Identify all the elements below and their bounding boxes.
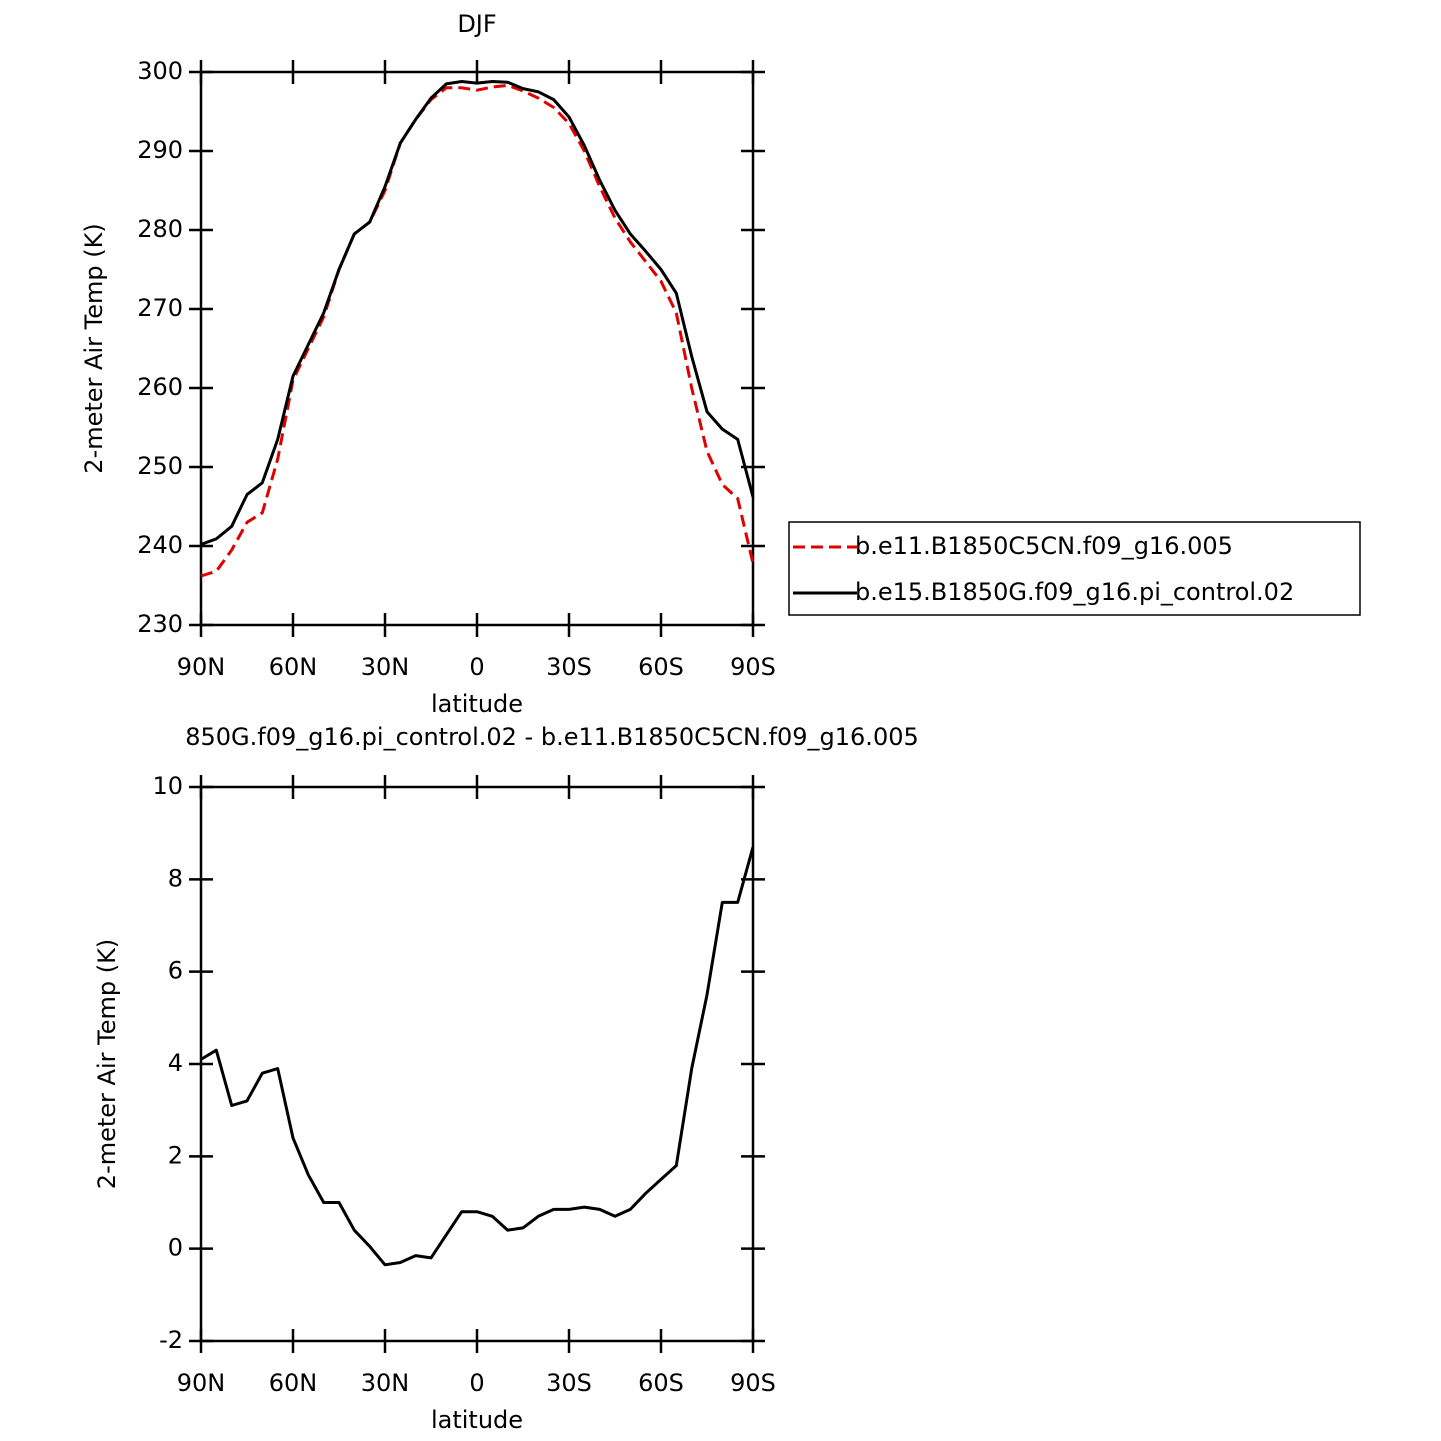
- y-axis-label: 2-meter Air Temp (K): [93, 939, 121, 1189]
- y-tick-label: 250: [137, 452, 183, 480]
- x-tick-label: 60N: [269, 653, 318, 681]
- x-tick-label: 0: [469, 1369, 484, 1397]
- x-tick-label: 30N: [361, 653, 410, 681]
- plot-frame: [199, 785, 755, 1343]
- x-tick-label: 90N: [177, 653, 226, 681]
- x-tick-label: 60S: [638, 653, 684, 681]
- y-tick-label: 300: [137, 57, 183, 85]
- x-tick-label: 0: [469, 653, 484, 681]
- x-axis-label: latitude: [431, 690, 523, 718]
- legend-label: b.e11.B1850C5CN.f09_g16.005: [855, 532, 1233, 560]
- data-line: [200, 83, 755, 578]
- x-tick-label: 30S: [546, 1369, 592, 1397]
- x-tick-label: 60S: [638, 1369, 684, 1397]
- chart-title: 850G.f09_g16.pi_control.02 - b.e11.B1850…: [185, 723, 919, 751]
- y-tick-label: 240: [137, 531, 183, 559]
- data-line: [200, 846, 755, 1267]
- x-tick-label: 90S: [730, 1369, 776, 1397]
- y-tick-label: 290: [137, 136, 183, 164]
- y-tick-label: -2: [159, 1326, 183, 1354]
- y-tick-label: 280: [137, 215, 183, 243]
- chart-title: DJF: [457, 10, 496, 38]
- y-tick-label: 2: [168, 1141, 183, 1169]
- data-line: [200, 80, 755, 546]
- x-tick-label: 90S: [730, 653, 776, 681]
- y-tick-label: 8: [168, 864, 183, 892]
- y-tick-label: 260: [137, 373, 183, 401]
- y-tick-label: 270: [137, 294, 183, 322]
- x-tick-label: 30S: [546, 653, 592, 681]
- y-tick-label: 10: [152, 772, 183, 800]
- y-tick-label: 6: [168, 957, 183, 985]
- x-axis-label: latitude: [431, 1406, 523, 1434]
- legend-box: [788, 521, 1361, 616]
- y-tick-label: 230: [137, 610, 183, 638]
- y-tick-label: 4: [168, 1049, 183, 1077]
- x-tick-label: 90N: [177, 1369, 226, 1397]
- x-tick-label: 30N: [361, 1369, 410, 1397]
- y-axis-label: 2-meter Air Temp (K): [80, 223, 108, 473]
- x-tick-label: 60N: [269, 1369, 318, 1397]
- plot-frame: [199, 70, 755, 627]
- legend-label: b.e15.B1850G.f09_g16.pi_control.02: [855, 578, 1294, 606]
- y-tick-label: 0: [168, 1234, 183, 1262]
